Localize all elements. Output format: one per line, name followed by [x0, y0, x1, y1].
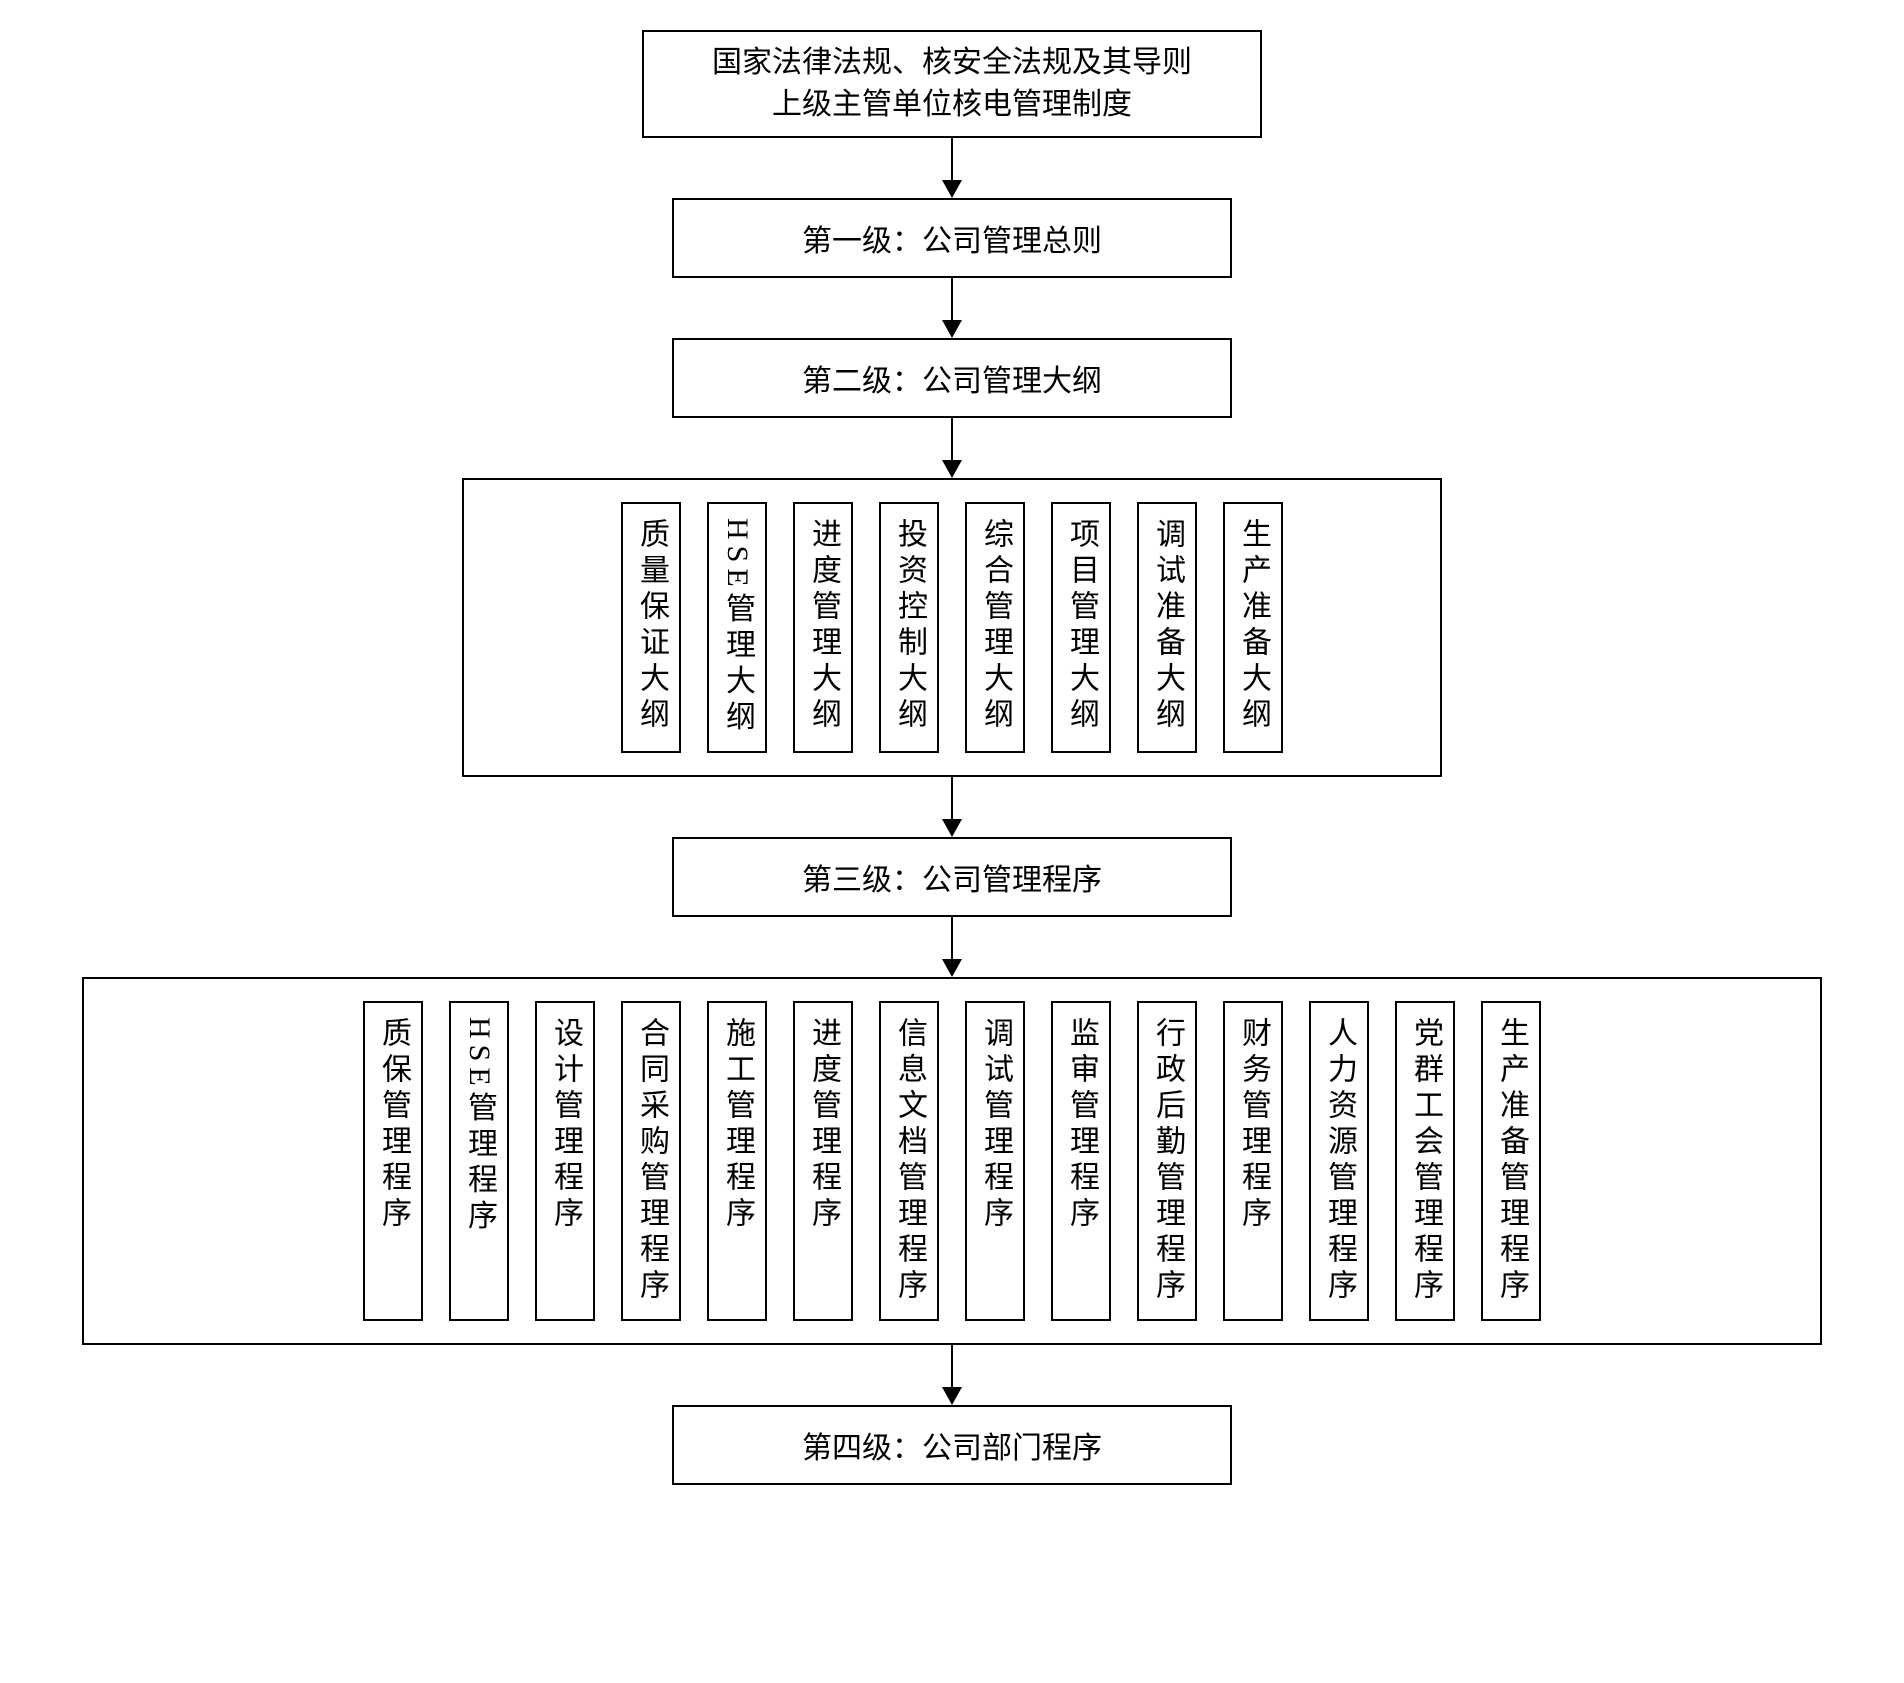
level1-box: 第一级：公司管理总则 [672, 198, 1232, 278]
level2-item: 项目管理大纲 [1051, 502, 1111, 753]
arrow-head-icon [942, 1387, 962, 1405]
level3-item: 人力资源管理程序 [1309, 1001, 1369, 1321]
top-line-1: 国家法律法规、核安全法规及其导则 [712, 42, 1192, 84]
level2-label: 第二级：公司管理大纲 [802, 356, 1102, 400]
arrow-head-icon [942, 460, 962, 478]
arrow-5 [942, 917, 962, 977]
level3-item: 财务管理程序 [1223, 1001, 1283, 1321]
level3-item: HSE管理程序 [449, 1001, 509, 1321]
arrow-head-icon [942, 320, 962, 338]
arrow-2 [942, 278, 962, 338]
arrow-head-icon [942, 819, 962, 837]
level3-container: 质保管理程序 HSE管理程序 设计管理程序 合同采购管理程序 施工管理程序 进度… [82, 977, 1822, 1345]
level3-item: 行政后勤管理程序 [1137, 1001, 1197, 1321]
arrow-line [951, 278, 953, 320]
level2-item: 生产准备大纲 [1223, 502, 1283, 753]
level3-item: 施工管理程序 [707, 1001, 767, 1321]
level4-label: 第四级：公司部门程序 [802, 1423, 1102, 1467]
arrow-line [951, 1345, 953, 1387]
level2-item: 投资控制大纲 [879, 502, 939, 753]
arrow-3 [942, 418, 962, 478]
level2-item: HSE管理大纲 [707, 502, 767, 753]
level1-label: 第一级：公司管理总则 [802, 216, 1102, 260]
top-line-2: 上级主管单位核电管理制度 [772, 84, 1132, 126]
level2-item: 调试准备大纲 [1137, 502, 1197, 753]
level3-item: 信息文档管理程序 [879, 1001, 939, 1321]
arrow-line [951, 138, 953, 180]
level3-item: 设计管理程序 [535, 1001, 595, 1321]
level2-box: 第二级：公司管理大纲 [672, 338, 1232, 418]
level3-item: 调试管理程序 [965, 1001, 1025, 1321]
level3-item: 监审管理程序 [1051, 1001, 1111, 1321]
level4-box: 第四级：公司部门程序 [672, 1405, 1232, 1485]
level3-item: 合同采购管理程序 [621, 1001, 681, 1321]
arrow-line [951, 418, 953, 460]
level3-box: 第三级：公司管理程序 [672, 837, 1232, 917]
level2-item: 综合管理大纲 [965, 502, 1025, 753]
arrow-6 [942, 1345, 962, 1405]
level3-label: 第三级：公司管理程序 [802, 855, 1102, 899]
level2-item: 质量保证大纲 [621, 502, 681, 753]
top-regulations-box: 国家法律法规、核安全法规及其导则 上级主管单位核电管理制度 [642, 30, 1262, 138]
arrow-4 [942, 777, 962, 837]
arrow-line [951, 777, 953, 819]
level2-item: 进度管理大纲 [793, 502, 853, 753]
arrow-head-icon [942, 180, 962, 198]
level3-item: 质保管理程序 [363, 1001, 423, 1321]
level3-item: 生产准备管理程序 [1481, 1001, 1541, 1321]
arrow-1 [942, 138, 962, 198]
level3-item: 党群工会管理程序 [1395, 1001, 1455, 1321]
arrow-line [951, 917, 953, 959]
management-hierarchy-diagram: 国家法律法规、核安全法规及其导则 上级主管单位核电管理制度 第一级：公司管理总则… [32, 30, 1872, 1485]
level3-item: 进度管理程序 [793, 1001, 853, 1321]
arrow-head-icon [942, 959, 962, 977]
level2-container: 质量保证大纲 HSE管理大纲 进度管理大纲 投资控制大纲 综合管理大纲 项目管理… [462, 478, 1442, 777]
